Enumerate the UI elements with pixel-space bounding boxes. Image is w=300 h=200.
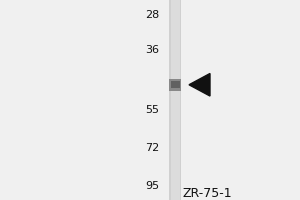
Text: 95: 95 (145, 181, 159, 191)
Bar (169, 79, 181, 91)
Text: 72: 72 (145, 143, 159, 153)
Text: 55: 55 (145, 105, 159, 115)
Bar (171, 0, 180, 200)
Polygon shape (189, 73, 210, 96)
Text: 36: 36 (145, 45, 159, 55)
Bar (171, 81, 180, 88)
Text: ZR-75-1: ZR-75-1 (182, 187, 232, 200)
Text: 28: 28 (145, 10, 159, 20)
Bar (169, 0, 181, 200)
